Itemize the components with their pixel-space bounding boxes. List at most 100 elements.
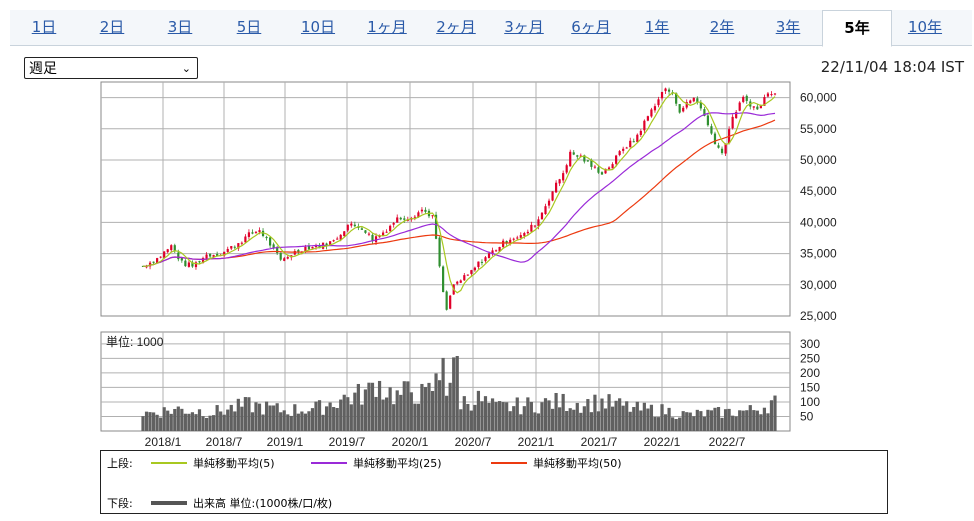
candle-body <box>526 231 529 234</box>
tab-7[interactable]: 3ヶ月 <box>504 18 544 36</box>
volume-bar <box>250 412 255 431</box>
candle-body <box>505 241 508 244</box>
candle-body <box>392 222 395 225</box>
volume-bar <box>755 410 759 431</box>
volume-bar <box>236 398 240 431</box>
tab-3[interactable]: 5日 <box>236 18 262 36</box>
candle-body <box>276 246 279 254</box>
volume-bar <box>642 402 646 431</box>
candle-body <box>367 233 371 235</box>
tab-4[interactable]: 10日 <box>300 18 336 36</box>
candle-body <box>403 218 406 220</box>
volume-bar <box>317 400 322 431</box>
candle-body <box>240 242 243 244</box>
legend-swatch-ma5 <box>151 462 187 464</box>
candle-body <box>442 266 445 292</box>
volume-bar <box>272 405 276 431</box>
volume-bar <box>579 412 583 431</box>
volume-bar <box>173 408 177 431</box>
candle-body <box>156 258 159 264</box>
volume-bar <box>508 411 512 431</box>
volume-tick-label: 50 <box>800 409 814 423</box>
candle-body <box>304 246 307 252</box>
tab-9[interactable]: 1年 <box>644 18 670 36</box>
candle-body <box>639 130 642 135</box>
volume-bar <box>289 415 293 431</box>
volume-bar <box>363 389 368 431</box>
candle-body <box>265 236 268 239</box>
candle-body <box>180 257 183 261</box>
candle-body <box>318 245 321 249</box>
volume-bar <box>204 417 209 431</box>
volume-bar <box>685 412 689 431</box>
volume-bar <box>653 416 657 431</box>
tab-10[interactable]: 2年 <box>709 18 735 36</box>
volume-bar <box>377 380 382 431</box>
tab-8[interactable]: 6ヶ月 <box>571 18 611 36</box>
candle-body <box>223 251 226 256</box>
candle-body <box>329 241 332 246</box>
volume-bar <box>533 412 537 431</box>
candle-body <box>607 167 611 170</box>
candle-body <box>226 248 229 252</box>
volume-bar <box>561 393 565 431</box>
volume-bar <box>635 401 639 431</box>
tab-12[interactable]: 5年 <box>822 10 892 47</box>
candle-body <box>590 159 593 167</box>
volume-bar <box>575 402 579 431</box>
volume-bar <box>674 418 678 431</box>
price-tick-label: 50,000 <box>800 153 837 167</box>
volume-bar <box>593 394 597 431</box>
candle-body <box>519 235 522 238</box>
volume-bar <box>423 387 428 431</box>
legend-label-ma50: 単純移動平均(50) <box>533 457 622 470</box>
volume-bar <box>459 409 463 431</box>
tab-13[interactable]: 10年 <box>907 18 943 36</box>
volume-bar <box>392 404 396 431</box>
tab-1[interactable]: 2日 <box>99 18 125 36</box>
volume-bar <box>332 407 336 431</box>
volume-bar <box>141 416 145 431</box>
volume-bar <box>212 415 216 431</box>
candle-body <box>399 217 402 220</box>
volume-bar <box>476 390 481 431</box>
candle-body <box>438 237 441 267</box>
candle-body <box>470 270 473 274</box>
candle-body <box>339 234 342 240</box>
candle-body <box>417 212 420 218</box>
volume-bar <box>406 381 410 431</box>
volume-unit-label: 単位: 1000 <box>106 334 164 349</box>
candle-body <box>159 256 162 258</box>
volume-bar <box>159 417 163 431</box>
tab-5[interactable]: 1ヶ月 <box>367 18 407 36</box>
volume-bar <box>279 412 283 431</box>
volume-bar <box>222 414 226 431</box>
candle-body <box>152 261 155 263</box>
volume-bar <box>462 396 466 431</box>
candle-body <box>523 233 526 236</box>
candle-body <box>664 88 667 92</box>
tab-6[interactable]: 2ヶ月 <box>436 18 476 36</box>
volume-bar <box>748 405 752 431</box>
volume-bar <box>335 407 339 431</box>
candle-body <box>773 93 777 95</box>
volume-bar <box>455 355 459 431</box>
tab-2[interactable]: 3日 <box>167 18 193 36</box>
tab-11[interactable]: 3年 <box>775 18 801 36</box>
candle-body <box>710 126 713 134</box>
candle-body <box>456 281 459 284</box>
candle-body <box>565 165 568 173</box>
candle-body <box>212 255 215 257</box>
volume-bar <box>568 408 572 431</box>
volume-bar <box>596 411 601 431</box>
interval-select[interactable]: 週足 ⌄ <box>24 57 198 79</box>
candle-body <box>173 245 176 252</box>
volume-bar <box>526 397 530 431</box>
candle-body <box>558 179 561 184</box>
candle-body <box>593 166 597 168</box>
candle-body <box>763 97 766 106</box>
tab-0[interactable]: 1日 <box>31 18 57 36</box>
volume-bar <box>388 387 392 431</box>
candle-body <box>540 212 544 220</box>
volume-bar <box>618 398 622 431</box>
